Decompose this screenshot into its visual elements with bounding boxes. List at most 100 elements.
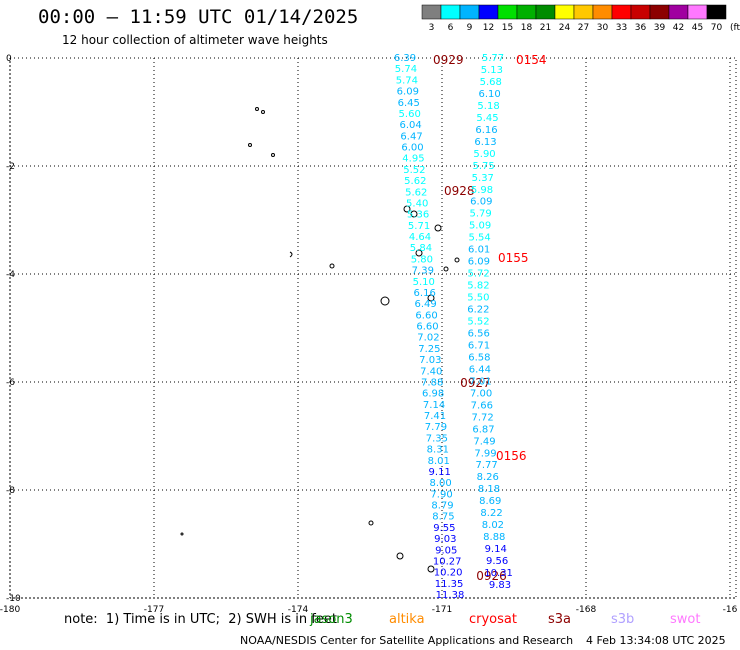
legend-label: 30 [597, 23, 609, 33]
wave-height-value: 5.62 [405, 187, 427, 198]
legend-swatch [573, 4, 594, 20]
wave-height-value: 6.16 [475, 125, 497, 136]
wave-height-value: 7.90 [430, 489, 452, 500]
island [180, 532, 184, 536]
legend-label: 39 [654, 23, 666, 33]
lat-tick-label: -10 [6, 594, 21, 604]
wave-height-value: 9.11 [429, 467, 451, 478]
wave-height-value: 5.45 [476, 113, 498, 124]
wave-height-value: 5.98 [471, 185, 493, 196]
wave-height-value: 5.52 [467, 317, 489, 328]
island [248, 143, 252, 147]
legend-label: 70 [711, 23, 723, 33]
wave-height-value: 5.54 [468, 233, 490, 244]
lon-tick-label: -168 [576, 605, 597, 615]
wave-height-value: 8.02 [482, 520, 504, 531]
wave-height-value: 8.26 [477, 472, 499, 483]
pass-time-label: 0154 [516, 53, 547, 67]
wave-height-value: 9.14 [485, 544, 507, 555]
legend-label: 45 [692, 23, 703, 33]
wave-height-value: 6.13 [474, 137, 496, 148]
legend-label: 21 [540, 23, 551, 33]
wave-height-value: 10.27 [433, 556, 462, 567]
island-3 [289, 251, 293, 258]
legend-swatch [478, 4, 499, 20]
wave-height-value: 5.68 [480, 77, 502, 88]
legend-swatch [706, 4, 727, 20]
page-subtitle: 12 hour collection of altimeter wave hei… [62, 33, 328, 47]
wave-height-value: 7.77 [475, 460, 497, 471]
wave-height-value: 5.82 [467, 281, 489, 292]
wave-height-value: 7.03 [419, 355, 441, 366]
lat-tick-label: -2 [6, 162, 15, 172]
satellite-name: altika [389, 612, 425, 627]
wave-height-value: 8.01 [428, 456, 450, 467]
wave-height-value: 10.20 [434, 568, 463, 579]
wave-height-value: 7.49 [473, 436, 495, 447]
island [415, 249, 423, 257]
wave-height-value: 6.00 [401, 143, 423, 154]
wave-height-value: 5.79 [470, 209, 492, 220]
legend-label: 6 [448, 23, 454, 33]
agency-credit: NOAA/NESDIS Center for Satellite Applica… [240, 634, 574, 647]
wave-height-value: 6.09 [470, 197, 492, 208]
wave-height-value: 8.31 [427, 445, 449, 456]
island [261, 110, 265, 114]
island [434, 224, 442, 232]
lon-tick-label: -174 [288, 605, 309, 615]
wave-height-value: 8.18 [478, 484, 500, 495]
legend-swatch [668, 4, 689, 20]
wave-height-value: 9.03 [434, 534, 456, 545]
page-title: 00:00 – 11:59 UTC 01/14/2025 [38, 6, 359, 28]
wave-height-value: 11.38 [436, 590, 465, 601]
pass-time-label: 0927 [460, 376, 491, 390]
wave-height-value: 6.49 [414, 299, 436, 310]
wave-height-value: 7.02 [417, 333, 439, 344]
pass-time-label: 0156 [496, 449, 527, 463]
wave-height-value: 5.71 [408, 221, 430, 232]
wave-height-value: 7.00 [470, 388, 492, 399]
wave-height-value: 6.39 [394, 53, 416, 64]
wave-height-value: 5.84 [410, 243, 432, 254]
legend-swatch [554, 4, 575, 20]
wave-height-value: 5.75 [473, 161, 495, 172]
legend-swatch [440, 4, 461, 20]
island [443, 266, 449, 272]
wave-height-value: 7.99 [474, 448, 496, 459]
lon-tick-label: -180 [0, 605, 20, 615]
island [403, 205, 411, 213]
footer-note: note: 1) Time is in UTC; 2) SWH is in fe… [64, 612, 337, 627]
wave-height-value: 8.00 [429, 478, 451, 489]
wave-height-value: 6.58 [468, 352, 490, 363]
wave-height-value: 6.45 [398, 98, 420, 109]
legend-label: 12 [483, 23, 494, 33]
legend-swatch [497, 4, 518, 20]
wave-height-value: 7.35 [426, 433, 448, 444]
wave-height-value: 8.69 [479, 496, 501, 507]
wave-height-value: 5.74 [395, 64, 417, 75]
wave-height-value: 5.90 [473, 149, 495, 160]
wave-height-value: 6.01 [468, 245, 490, 256]
wave-height-value: 6.04 [399, 120, 421, 131]
wave-height-value: 5.62 [404, 176, 426, 187]
island [255, 107, 259, 111]
legend-swatch [459, 4, 480, 20]
wave-height-value: 5.36 [407, 210, 429, 221]
wave-height-value: 6.56 [468, 328, 490, 339]
legend-label: 3 [429, 23, 435, 33]
legend-swatch [649, 4, 670, 20]
wave-height-value: 6.47 [400, 131, 422, 142]
legend-swatch [630, 4, 651, 20]
wave-height-value: 7.79 [425, 422, 447, 433]
wave-height-value: 6.09 [468, 257, 490, 268]
wave-height-value: 9.56 [486, 556, 508, 567]
pass-time-label: 0929 [433, 53, 464, 67]
pass-time-label: 0928 [444, 184, 475, 198]
lat-tick-label: 0 [6, 54, 12, 64]
island [427, 565, 435, 573]
island [454, 257, 460, 263]
wave-height-value: 5.18 [477, 101, 499, 112]
wave-height-value: 11.35 [435, 579, 464, 590]
